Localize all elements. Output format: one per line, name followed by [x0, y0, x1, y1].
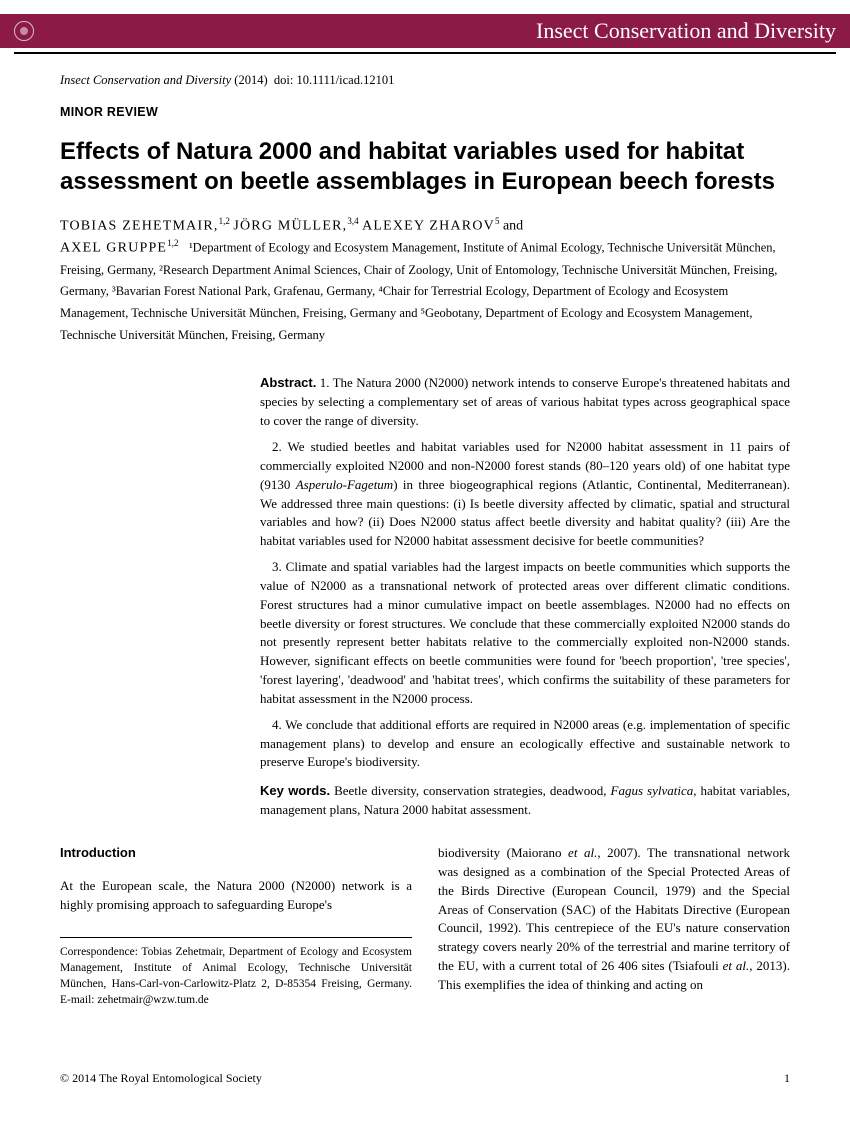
- author-1: TOBIAS ZEHETMAIR,: [60, 219, 219, 234]
- intro-paragraph-1: At the European scale, the Natura 2000 (…: [60, 877, 412, 915]
- keywords-label: Key words.: [260, 783, 330, 798]
- body-columns: Introduction At the European scale, the …: [60, 844, 790, 1008]
- author-3: ALEXEY ZHAROV: [362, 219, 495, 234]
- right-column: biodiversity (Maiorano et al., 2007). Th…: [438, 844, 790, 1008]
- intro-paragraph-1-cont: biodiversity (Maiorano et al., 2007). Th…: [438, 844, 790, 995]
- page-footer: © 2014 The Royal Entomological Society 1: [0, 1048, 850, 1087]
- doi-value: 10.1111/icad.12101: [296, 73, 394, 87]
- author-1-affil: 1,2: [219, 216, 230, 226]
- abstract-label: Abstract.: [260, 375, 316, 390]
- page-number: 1: [784, 1070, 790, 1087]
- keywords: Key words. Beetle diversity, conservatio…: [260, 782, 790, 820]
- abstract-p1-text: 1. The Natura 2000 (N2000) network inten…: [260, 375, 790, 428]
- abstract-p4: 4. We conclude that additional efforts a…: [260, 716, 790, 773]
- author-list: TOBIAS ZEHETMAIR,1,2 JÖRG MÜLLER,3,4 ALE…: [60, 215, 790, 346]
- banner-rule: [14, 52, 836, 54]
- author-2-affil: 3,4: [347, 216, 358, 226]
- article-type: MINOR REVIEW: [60, 104, 790, 122]
- journal-name-italic: Insect Conservation and Diversity: [60, 73, 231, 87]
- abstract-p3: 3. Climate and spatial variables had the…: [260, 558, 790, 709]
- copyright: © 2014 The Royal Entomological Society: [60, 1070, 262, 1087]
- author-4-affil: 1,2: [167, 238, 178, 248]
- article-title: Effects of Natura 2000 and habitat varia…: [60, 137, 790, 197]
- doi-label: doi:: [274, 73, 293, 87]
- correspondence: Correspondence: Tobias Zehetmair, Depart…: [60, 937, 412, 1008]
- introduction-heading: Introduction: [60, 844, 412, 863]
- author-2: JÖRG MÜLLER,: [233, 219, 347, 234]
- journal-banner: Insect Conservation and Diversity: [0, 14, 850, 48]
- abstract-p2: 2. We studied beetles and habitat variab…: [260, 438, 790, 551]
- author-4: AXEL GRUPPE: [60, 241, 167, 256]
- author-and: and: [503, 219, 523, 234]
- journal-year: (2014): [234, 73, 267, 87]
- author-3-affil: 5: [495, 216, 500, 226]
- journal-name: Insect Conservation and Diversity: [536, 16, 836, 47]
- left-column: Introduction At the European scale, the …: [60, 844, 412, 1008]
- abstract-p1: Abstract. 1. The Natura 2000 (N2000) net…: [260, 374, 790, 431]
- affiliations: ¹Department of Ecology and Ecosystem Man…: [60, 241, 777, 342]
- citation-line: Insect Conservation and Diversity (2014)…: [60, 72, 790, 90]
- journal-logo-icon: [14, 21, 34, 41]
- abstract: Abstract. 1. The Natura 2000 (N2000) net…: [260, 374, 790, 820]
